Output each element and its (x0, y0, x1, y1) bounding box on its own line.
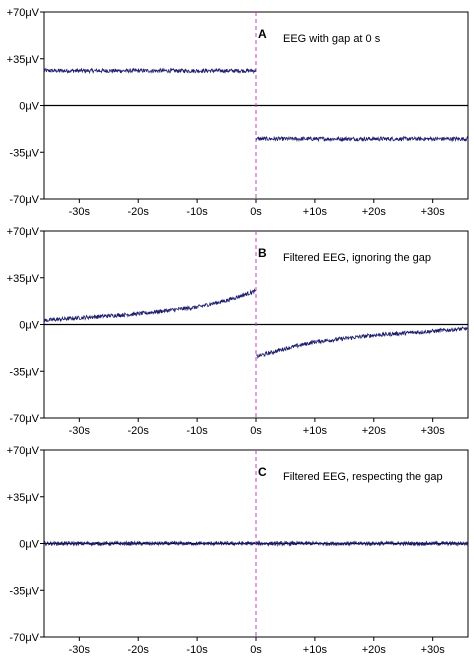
panel-letter: C (258, 465, 267, 479)
y-tick-label: -70μV (9, 194, 39, 206)
x-tick-label: -30s (69, 206, 91, 218)
x-tick-label: -30s (69, 644, 91, 656)
panel-b: +70μV +35μV 0μV -35μV -70μV -30s -20s -10s 0s +10… (7, 226, 469, 437)
y-tick-label: +35μV (7, 273, 40, 285)
x-tick-label: 0s (250, 425, 262, 437)
y-tick-label: 0μV (19, 320, 39, 332)
eeg-trace-segment-2 (256, 325, 469, 359)
y-tick-label: +35μV (7, 492, 40, 504)
eeg-trace-segment-1 (43, 67, 256, 75)
x-tick-label: +10s (303, 644, 328, 656)
y-tick-label: -70μV (9, 632, 39, 644)
x-tick-label: -10s (186, 425, 208, 437)
panel-annotation: EEG with gap at 0 s (283, 33, 381, 45)
panel-a: +70μV +35μV 0μV -35μV -70μV -30s -20s -10s 0s +10… (7, 7, 469, 218)
panel-annotation: Filtered EEG, ignoring the gap (283, 252, 431, 264)
y-tick-label: +35μV (7, 54, 40, 66)
panel-c: +70μV +35μV 0μV -35μV -70μV -30s -20s -10s 0s +10… (7, 445, 469, 656)
x-tick-label: +20s (362, 644, 387, 656)
eeg-trace-segment-2 (256, 135, 469, 143)
x-tick-label: -20s (128, 644, 150, 656)
y-tick-label: 0μV (19, 101, 39, 113)
x-tick-label: -20s (128, 206, 150, 218)
y-tick-label: -35μV (9, 585, 39, 597)
x-tick-label: +10s (303, 425, 328, 437)
y-tick-label: +70μV (7, 7, 40, 19)
panel-annotation: Filtered EEG, respecting the gap (283, 471, 443, 483)
x-tick-label: +30s (421, 206, 446, 218)
eeg-trace-segment-1 (43, 540, 256, 547)
x-tick-label: +20s (362, 425, 387, 437)
x-tick-label: -10s (186, 206, 208, 218)
x-tick-label: 0s (250, 644, 262, 656)
eeg-trace-segment-2 (256, 540, 469, 548)
y-tick-label: +70μV (7, 445, 40, 457)
eeg-trace-segment-1 (43, 288, 256, 323)
y-tick-label: -35μV (9, 147, 39, 159)
y-tick-label: -70μV (9, 413, 39, 425)
x-tick-label: -10s (186, 644, 208, 656)
x-tick-label: -30s (69, 425, 91, 437)
x-tick-label: -20s (128, 425, 150, 437)
x-tick-label: +30s (421, 425, 446, 437)
x-tick-label: +20s (362, 206, 387, 218)
x-tick-label: +10s (303, 206, 328, 218)
panel-letter: B (258, 246, 267, 260)
x-tick-label: 0s (250, 206, 262, 218)
panel-letter: A (258, 27, 267, 41)
y-tick-label: +70μV (7, 226, 40, 238)
y-tick-label: 0μV (19, 539, 39, 551)
y-tick-label: -35μV (9, 366, 39, 378)
x-tick-label: +30s (421, 644, 446, 656)
